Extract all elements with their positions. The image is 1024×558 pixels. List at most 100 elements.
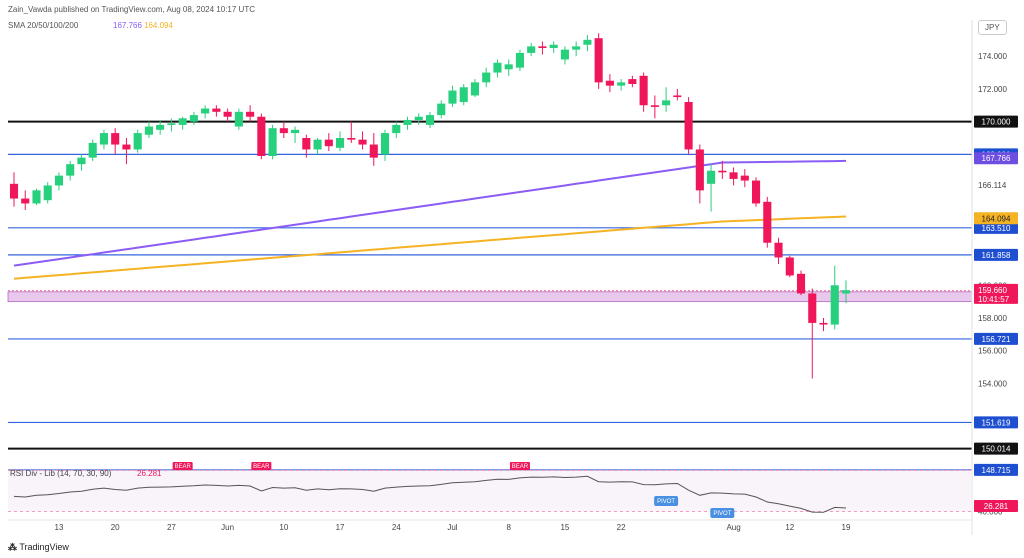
sma-value-200: 164.094 [144,21,173,30]
candle-body [808,293,817,323]
time-axis: 13 20 27 Jun 10 17 24 Jul 8 15 22 Aug 12 19 [8,519,972,532]
candle-body [122,144,131,150]
x-tick-label: Jul [447,523,457,532]
candle-body [77,157,86,165]
candle-body [684,102,693,150]
x-tick-label: 20 [111,523,120,532]
rsi-pivot-marker [710,508,735,518]
demand-zone [7,291,973,303]
rsi-panel: RSI Div - Lib (14, 70, 30, 90) 26.281 BEAR… [8,462,1018,518]
rsi-title: RSI Div - Lib (14, 70, 30, 90) [10,469,112,478]
candle-body [718,170,727,173]
price-labels: 170.000168.001163.510161.858156.721151.6… [974,115,1018,476]
sma-100-line [13,159,847,267]
candle-body [403,120,412,125]
candle-body [628,79,637,84]
candle-body [459,87,468,102]
candle-body [740,175,749,181]
candle-body [752,180,761,204]
currency-label: JPY [985,23,1000,32]
price-label-text: 151.619 [982,418,1011,427]
candle-body [572,46,581,50]
price-label-box [974,115,1018,128]
rsi-pivot-label: PIVOT [713,511,731,517]
sma-label-box [974,212,1018,225]
price-label-box [974,221,1018,234]
candle-body [425,115,435,125]
price-label-text: 170.000 [982,118,1011,127]
candle-body [358,139,367,145]
y-tick-label: 174.000 [978,52,1007,61]
rsi-line [13,475,847,513]
price-label-box [974,416,1018,429]
price-label-text: 163.510 [982,224,1011,233]
candle-body [201,108,210,114]
candle-body [313,139,322,150]
candle-body [336,138,345,148]
candle-body [707,170,716,184]
candle-body [369,144,378,158]
candle-body [178,118,187,125]
candle-body [673,95,682,98]
rsi-pivot-label: PIVOT [657,499,675,505]
candle-body [246,111,255,117]
candle-body [167,123,176,125]
rsi-bear-label: BEAR [174,464,191,470]
candle-body [448,90,457,104]
candle-body [594,38,603,83]
x-tick-label: Aug [726,523,740,532]
rsi-bear-marker [172,462,193,470]
x-tick-label: 15 [560,523,569,532]
price-label-text: 148.715 [982,466,1011,475]
rsi-bear-label: BEAR [253,464,270,470]
sma-value-100: 167.766 [113,21,142,30]
candle-body [414,116,423,120]
candle-body [324,139,333,147]
rsi-value-box [974,500,1018,512]
candle-body [156,124,165,130]
price-label-text: 150.014 [982,445,1011,454]
candle-body [144,126,153,135]
candles [9,33,851,379]
candle-body [257,116,266,156]
y-tick-label: 172.000 [978,85,1007,94]
candle-body [605,80,614,86]
price-axis: 154.000156.000158.000160.000162.000166.1… [971,20,1007,535]
x-tick-label: 10 [279,523,288,532]
rsi-bear-label: BEAR [512,464,529,470]
candle-body [437,103,446,116]
y-tick-label: 154.000 [978,379,1007,388]
candle-body [549,44,558,48]
x-tick-label: 8 [506,523,511,532]
y-tick-label: 158.000 [978,314,1007,323]
sma-200-line [13,215,847,280]
rsi-band [8,470,972,512]
price-label-box [974,248,1018,261]
candle-body [392,124,401,134]
y-tick-label: 166.114 [978,181,1007,190]
candle-body [291,129,300,134]
sma-label-box [974,152,1018,165]
candle-body [617,82,626,86]
price-label-box [974,442,1018,455]
candle-body [380,133,390,155]
candle-body [88,142,97,158]
x-tick-label: Jun [221,523,234,532]
currency-box[interactable]: JPY [978,20,1007,35]
candle-body [482,72,491,83]
candle-body [66,164,75,176]
candle-body [223,111,232,117]
sma-label-text: 167.766 [982,154,1011,163]
rsi-bear-marker [251,462,272,470]
last-price-box [974,283,1018,304]
candle-body [504,64,513,70]
candle-body [268,128,277,156]
rsi-pivot-marker [654,496,679,506]
price-label-box [974,332,1018,345]
candle-body [729,172,738,179]
candle-body [111,133,120,145]
x-tick-label: 13 [55,523,64,532]
x-tick-label: 19 [842,523,851,532]
price-label-text: 156.721 [982,335,1011,344]
